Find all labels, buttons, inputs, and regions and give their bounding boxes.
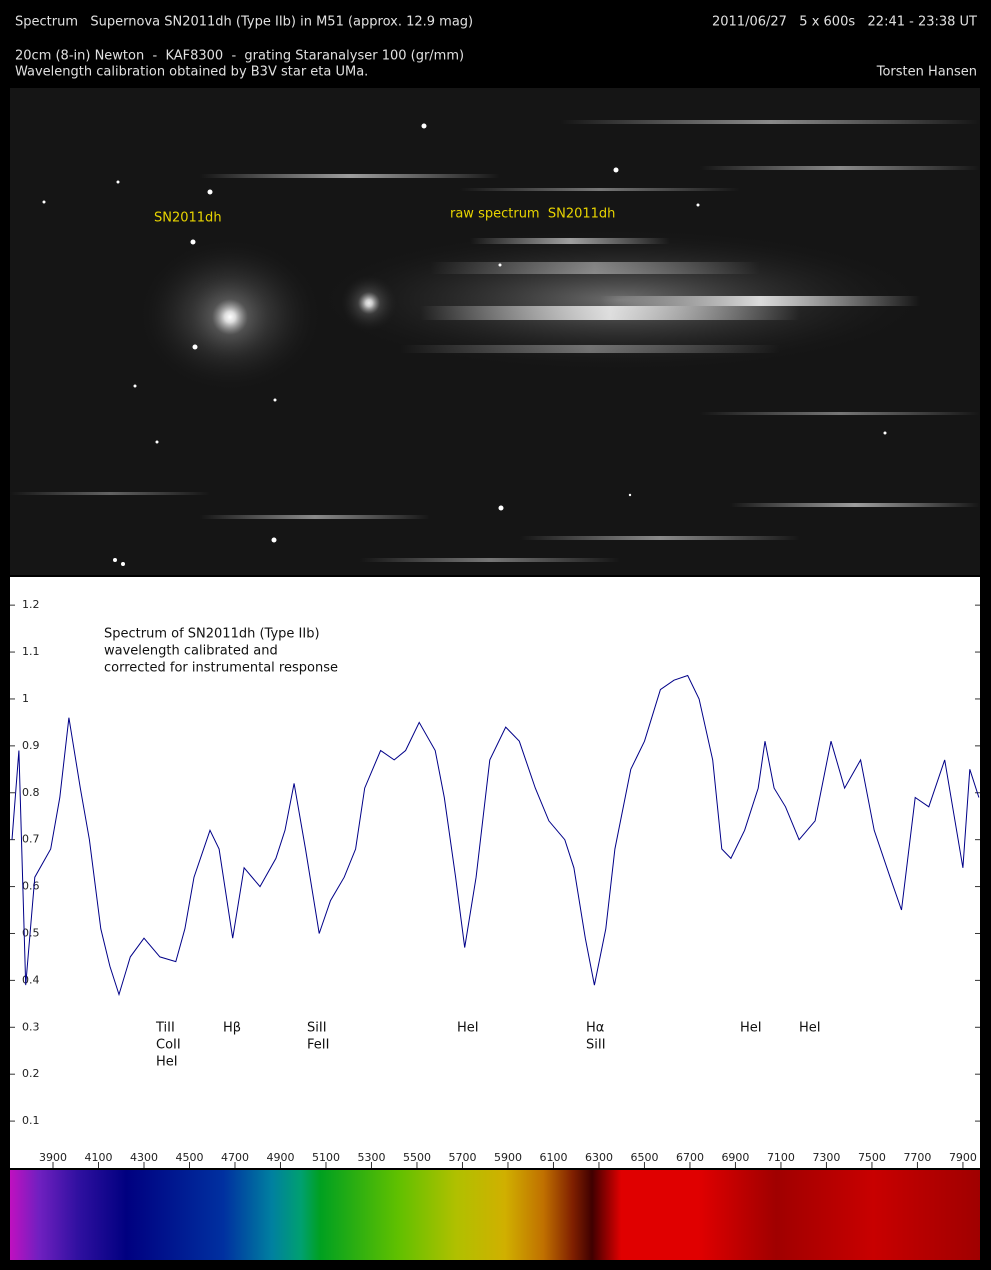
y-tick-label: 1.2 (22, 598, 40, 611)
y-tick-label: 1.1 (22, 645, 40, 658)
x-tick-label: 7500 (858, 1151, 886, 1164)
x-tick-label: 4700 (221, 1151, 249, 1164)
y-tick-label: 0.3 (22, 1020, 40, 1033)
x-tick-label: 7100 (767, 1151, 795, 1164)
x-tick-label: 3900 (39, 1151, 67, 1164)
header-date: 2011/06/27 5 x 600s 22:41 - 23:38 UT (712, 15, 977, 30)
x-tick-label: 4900 (266, 1151, 294, 1164)
y-tick-label: 0.8 (22, 786, 40, 799)
line-label: Hα (586, 1021, 604, 1036)
line-label: Hβ (223, 1021, 241, 1036)
y-tick-label: 0.9 (22, 739, 40, 752)
chart-area (10, 577, 980, 1168)
chart-note: Spectrum of SN2011dh (Type IIb) (104, 627, 320, 642)
x-tick-label: 4500 (175, 1151, 203, 1164)
line-label: HeI (457, 1021, 479, 1036)
y-tick-label: 0.1 (22, 1114, 40, 1127)
header-calibration: Wavelength calibration obtained by B3V s… (15, 65, 368, 80)
telescope-image (10, 88, 980, 575)
x-tick-label: 7700 (903, 1151, 931, 1164)
header-author: Torsten Hansen (876, 65, 977, 80)
y-tick-label: 0.4 (22, 973, 40, 986)
y-tick-label: 0.5 (22, 926, 40, 939)
image-label: raw spectrum SN2011dh (450, 207, 615, 222)
x-tick-label: 7300 (812, 1151, 840, 1164)
line-label: HeI (799, 1021, 821, 1036)
line-label: HeI (740, 1021, 762, 1036)
x-tick-label: 5500 (403, 1151, 431, 1164)
x-tick-label: 5100 (312, 1151, 340, 1164)
spectrum-line (11, 674, 980, 997)
y-tick-label: 0.7 (22, 833, 40, 846)
x-tick-label: 5900 (494, 1151, 522, 1164)
image-label: SN2011dh (154, 211, 222, 226)
chart-note: wavelength calibrated and (104, 644, 278, 659)
x-tick-label: 5300 (357, 1151, 385, 1164)
line-label: SiII (586, 1038, 606, 1053)
x-tick-label: 7900 (949, 1151, 977, 1164)
x-tick-label: 6300 (585, 1151, 613, 1164)
color-spectrum (10, 1170, 980, 1260)
x-tick-label: 6500 (630, 1151, 658, 1164)
line-label: TiII (155, 1021, 175, 1036)
x-tick-label: 5700 (448, 1151, 476, 1164)
y-tick-label: 0.2 (22, 1067, 40, 1080)
chart-note: corrected for instrumental response (104, 661, 338, 676)
chart: 0.1 0.2 0.3 0.4 0.5 0.6 0.7 0.8 0.9 1 1.1 1.2 3900 41… (10, 598, 980, 1168)
x-tick-label: 6100 (539, 1151, 567, 1164)
x-tick-label: 4300 (130, 1151, 158, 1164)
x-tick-label: 6700 (676, 1151, 704, 1164)
header-setup: 20cm (8-in) Newton - KAF8300 - grating S… (15, 49, 464, 64)
y-tick-label: 0.6 (22, 880, 40, 893)
x-tick-label: 4100 (84, 1151, 112, 1164)
line-label: CoII (156, 1038, 181, 1053)
line-label: SiII (307, 1021, 327, 1036)
x-tick-label: 6900 (721, 1151, 749, 1164)
y-tick-label: 1 (22, 692, 29, 705)
header-title: Spectrum Supernova SN2011dh (Type IIb) i… (15, 15, 473, 30)
line-label: HeI (156, 1055, 178, 1070)
line-label: FeII (307, 1038, 329, 1053)
